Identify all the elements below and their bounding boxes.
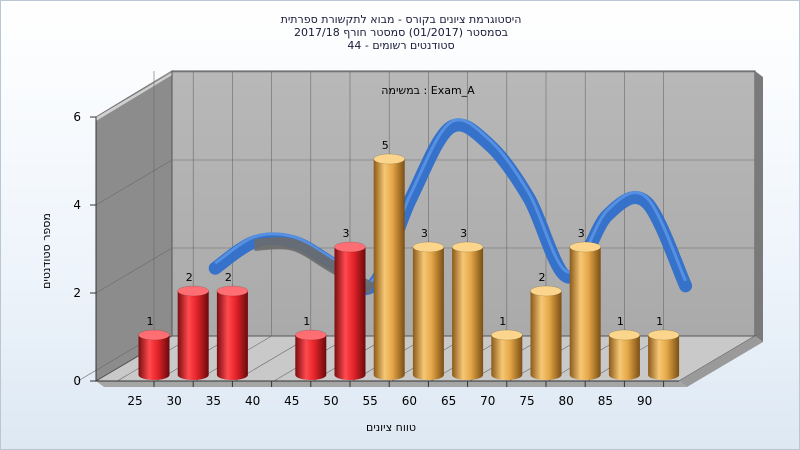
x-tick-label-12: 85 — [598, 394, 613, 408]
bar-top-30 — [177, 285, 209, 297]
bar-top-60 — [412, 241, 445, 253]
y-axis-ticks: 0 2 4 6 — [73, 110, 96, 388]
bar-body-35 — [216, 291, 248, 380]
x-tick-label-1: 30 — [167, 394, 182, 408]
bar-top-50 — [334, 241, 366, 253]
bar-body-25 — [138, 335, 170, 380]
bar-65 — [451, 241, 484, 380]
x-tick-label-10: 75 — [519, 394, 534, 408]
data-label-55: 5 — [382, 139, 389, 152]
bar-top-90 — [647, 329, 680, 341]
y-tick-label-1: 2 — [73, 286, 81, 300]
data-label-35: 2 — [225, 271, 232, 284]
bar-body-30 — [177, 291, 209, 380]
bar-body-50 — [334, 247, 366, 380]
data-label-30: 2 — [186, 271, 193, 284]
bar-35 — [216, 285, 249, 380]
x-tick-label-0: 25 — [127, 394, 142, 408]
bar-55 — [373, 153, 405, 380]
x-tick-label-13: 90 — [637, 394, 652, 408]
bar-60 — [412, 241, 445, 380]
x-axis-ticks: 25 30 35 40 45 50 55 60 65 70 75 80 85 90 — [127, 381, 665, 408]
x-tick-label-9: 70 — [480, 394, 495, 408]
bar-45 — [295, 329, 327, 380]
data-label-65: 3 — [460, 227, 467, 240]
bar-body-60 — [412, 247, 444, 380]
back-wall-right-edge — [755, 71, 763, 342]
bar-body-55 — [373, 159, 405, 380]
bar-top-25 — [138, 329, 170, 341]
floor-front-edge — [96, 381, 687, 387]
bar-50 — [334, 241, 366, 380]
floor-edge — [679, 336, 763, 387]
bar-body-65 — [452, 247, 484, 380]
x-tick-label-4: 45 — [284, 394, 299, 408]
x-tick-label-7: 60 — [402, 394, 417, 408]
y-axis-label: מספר סטודנטים — [40, 213, 53, 289]
x-tick-label-6: 55 — [363, 394, 378, 408]
bar-body-85 — [608, 335, 640, 380]
bar-90 — [647, 329, 680, 380]
x-tick-label-8: 65 — [441, 394, 456, 408]
grid-side-3 — [95, 71, 173, 118]
data-label-60: 3 — [421, 227, 428, 240]
bar-top-75 — [530, 285, 562, 297]
data-label-90: 1 — [656, 315, 663, 328]
grid-side-1 — [95, 247, 173, 294]
x-tick-label-5: 50 — [323, 394, 338, 408]
data-label-85: 1 — [617, 315, 624, 328]
bar-75 — [530, 285, 562, 380]
data-labels: 1 2 2 1 3 5 3 3 1 2 3 1 1 — [147, 139, 664, 328]
bar-top-85 — [608, 329, 641, 341]
bar-85 — [608, 329, 641, 380]
x-tick-label-2: 35 — [206, 394, 221, 408]
bar-body-70 — [491, 335, 523, 380]
x-axis-label: טווח ציונים — [366, 421, 416, 434]
x-tick-label-3: 40 — [245, 394, 260, 408]
bar-body-80 — [569, 247, 601, 380]
data-label-80: 3 — [578, 227, 585, 240]
data-label-45: 1 — [303, 315, 310, 328]
bar-25 — [138, 329, 170, 380]
chart-annotation: במשימה : Exam_A — [381, 84, 475, 97]
bar-body-90 — [648, 335, 680, 380]
data-label-70: 1 — [499, 315, 506, 328]
x-tick-label-11: 80 — [559, 394, 574, 408]
bar-body-45 — [295, 335, 327, 380]
bar-top-80 — [569, 241, 601, 253]
bar-top-65 — [451, 241, 484, 253]
bar-body-75 — [530, 291, 562, 380]
bars — [138, 153, 680, 380]
bar-top-70 — [491, 329, 523, 341]
chart-title-line-1: היסטוגרמת ציונים בקורס - מבוא לתקשורת ספ… — [281, 13, 522, 26]
data-label-75: 2 — [539, 271, 546, 284]
bar-top-35 — [216, 285, 249, 297]
data-label-50: 3 — [343, 227, 350, 240]
chart-title-line-2: בסמסטר (01/2017) סמסטר חורף 2017/18 — [294, 26, 508, 39]
bar-30 — [177, 285, 209, 380]
data-label-25: 1 — [147, 315, 154, 328]
bar-70 — [491, 329, 523, 380]
grid-side-2 — [95, 159, 173, 206]
y-tick-label-3: 6 — [73, 110, 81, 124]
bar-80 — [569, 241, 601, 380]
bar-top-45 — [295, 329, 327, 341]
y-tick-label-0: 0 — [73, 374, 81, 388]
chart-title: היסטוגרמת ציונים בקורס - מבוא לתקשורת ספ… — [281, 13, 522, 52]
chart-title-line-3: סטודנטים רשומים - 44 — [347, 39, 454, 52]
y-tick-label-2: 4 — [73, 198, 81, 212]
curve-ribbon-highlight — [214, 118, 687, 285]
bar-top-55 — [373, 153, 405, 165]
